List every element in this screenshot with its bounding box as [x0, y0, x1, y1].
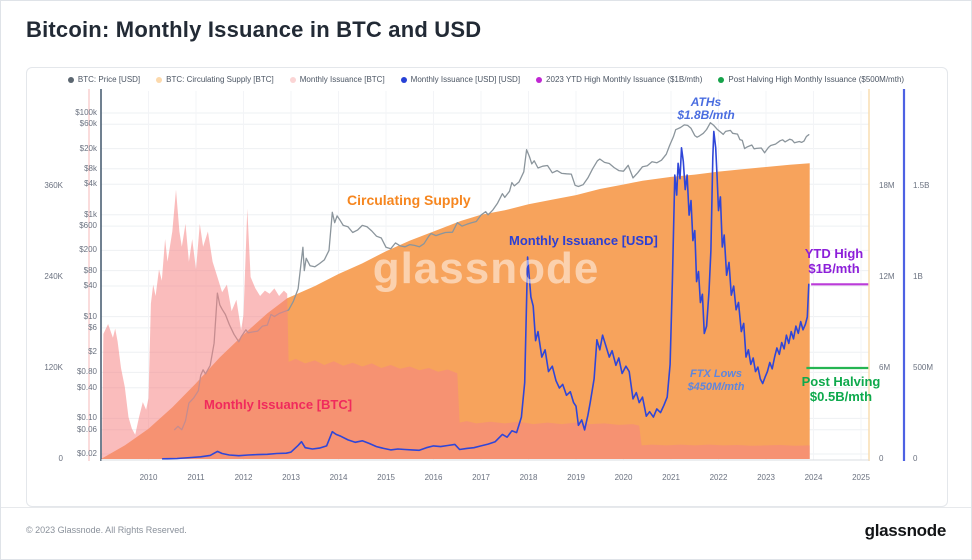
x-tick-year: 2018: [519, 473, 538, 482]
x-tick-year: 2012: [234, 473, 253, 482]
y-tick-issuance-btc: 360K: [44, 181, 63, 190]
x-tick-year: 2024: [804, 473, 823, 482]
x-tick-year: 2015: [377, 473, 395, 482]
y-tick-supply: 12M: [879, 272, 895, 281]
series-monthly-issuance-btc: [101, 189, 810, 460]
y-tick-price: $200: [79, 245, 97, 255]
y-tick-issuance-btc: 0: [58, 454, 63, 463]
footer-divider: [1, 507, 971, 508]
x-tick-year: 2010: [139, 473, 158, 482]
y-tick-price: $0.40: [76, 382, 97, 392]
legend-item-btc-price-usd[interactable]: BTC: Price [USD]: [67, 75, 141, 84]
x-tick-year: 2014: [329, 473, 348, 482]
x-tick-year: 2023: [757, 473, 775, 482]
x-tick-year: 2025: [852, 473, 870, 482]
y-tick-price: $4k: [84, 179, 97, 189]
legend-label: BTC: Price [USD]: [77, 75, 141, 84]
legend-label: Monthly Issuance [USD] [USD]: [410, 75, 521, 84]
y-tick-price: $0.02: [76, 448, 97, 458]
y-tick-price: $1k: [84, 209, 97, 219]
y-tick-price: $100k: [75, 108, 97, 117]
y-tick-price: $80: [83, 265, 97, 275]
footer-copyright: © 2023 Glassnode. All Rights Reserved.: [26, 525, 187, 535]
x-tick-year: 2022: [709, 473, 728, 482]
y-tick-supply: 6M: [879, 363, 891, 372]
y-tick-price: $6: [88, 322, 97, 332]
legend-label: Post Halving High Monthly Issuance ($500…: [728, 75, 905, 84]
legend-dot: [718, 76, 725, 83]
legend-label: 2023 YTD High Monthly Issuance ($1B/mth): [546, 75, 703, 84]
legend-dot: [156, 76, 163, 83]
y-tick-issuance-usd: 1.5B: [913, 181, 930, 190]
y-tick-price: $2: [88, 347, 97, 357]
legend-item-post-halving-high-monthly-issuance-500m-mth[interactable]: Post Halving High Monthly Issuance ($500…: [718, 75, 904, 84]
legend-dot: [400, 76, 407, 83]
y-tick-issuance-usd: 0: [913, 454, 918, 463]
y-tick-price: $60k: [79, 119, 97, 129]
y-tick-supply: 0: [879, 454, 884, 463]
x-tick-year: 2016: [424, 473, 443, 482]
y-tick-issuance-usd: 500M: [913, 363, 934, 372]
y-tick-price: $40: [83, 280, 97, 290]
y-tick-price: $20k: [79, 143, 97, 153]
y-tick-issuance-usd: 1B: [913, 272, 923, 281]
page-title: Bitcoin: Monthly Issuance in BTC and USD: [26, 17, 482, 42]
legend-dot: [289, 76, 296, 83]
y-tick-price: $0.10: [76, 413, 97, 423]
legend-dot: [67, 76, 74, 83]
y-tick-issuance-btc: 240K: [44, 272, 63, 281]
x-tick-year: 2020: [614, 473, 633, 482]
y-tick-price: $0.80: [76, 367, 97, 377]
x-tick-year: 2021: [662, 473, 680, 482]
legend-item-btc-circulating-supply-btc[interactable]: BTC: Circulating Supply [BTC]: [156, 75, 274, 84]
y-tick-issuance-btc: 120K: [44, 363, 63, 372]
y-tick-price: $8k: [84, 163, 97, 173]
x-tick-year: 2013: [282, 473, 300, 482]
series-monthly-issuance-usd-usd: [161, 130, 810, 460]
legend-dot: [536, 76, 543, 83]
legend-item-monthly-issuance-usd-usd[interactable]: Monthly Issuance [USD] [USD]: [400, 75, 521, 84]
y-tick-price: $600: [79, 221, 97, 231]
legend-label: BTC: Circulating Supply [BTC]: [166, 75, 274, 84]
glassnode-logo: glassnode: [864, 521, 947, 540]
chart-legend: BTC: Price [USD] BTC: Circulating Supply …: [26, 75, 946, 84]
legend-label: Monthly Issuance [BTC]: [299, 75, 385, 84]
x-tick-year: 2019: [567, 473, 585, 482]
y-tick-price: $10: [83, 311, 97, 321]
x-tick-year: 2011: [187, 473, 205, 482]
y-tick-price: $0.06: [76, 424, 97, 434]
y-tick-supply: 18M: [879, 181, 895, 190]
legend-item-monthly-issuance-btc[interactable]: Monthly Issuance [BTC]: [289, 75, 385, 84]
x-tick-year: 2017: [472, 473, 490, 482]
legend-item-2023-ytd-high-monthly-issuance-1b-mth[interactable]: 2023 YTD High Monthly Issuance ($1B/mth): [536, 75, 702, 84]
